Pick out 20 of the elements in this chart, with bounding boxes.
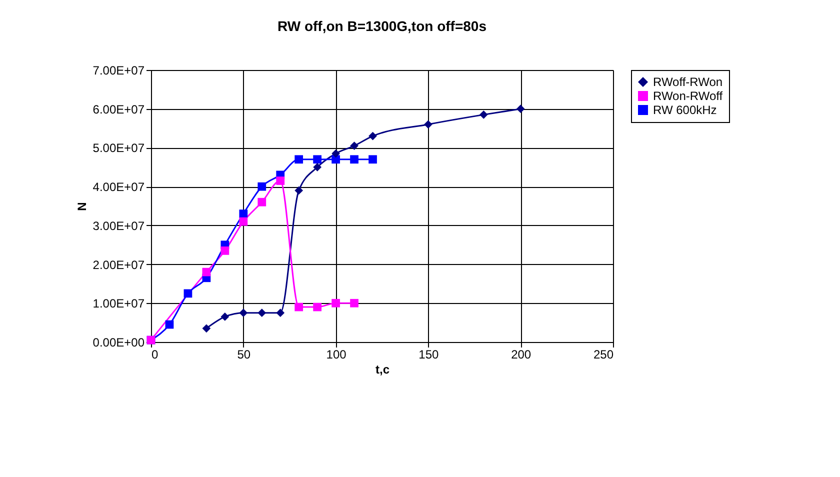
x-tick-label: 50 [237,348,251,362]
x-tick-label: 100 [326,348,347,362]
y-tick-label: 2.00E+07 [92,258,145,272]
y-tick-label: 7.00E+07 [92,64,145,78]
y-tick-label: 0.00E+00 [92,336,145,350]
y-tick-label: 3.00E+07 [92,218,145,233]
x-tick-label: 200 [511,348,532,362]
legend-label: RW 600kHz [653,103,717,117]
x-tick-label: 250 [593,348,614,362]
legend-label: RWoff-RWon [653,75,723,89]
x-tick-label: 150 [418,348,440,362]
y-tick-label: 5.00E+07 [92,141,145,156]
legend-label: RWon-RWoff [653,89,724,103]
y-tick-label: 4.00E+07 [92,180,145,194]
y-tick-label: 1.00E+07 [92,296,145,311]
x-axis-title: t,c [375,362,390,376]
y-axis-title: N [74,202,89,211]
y-tick-label: 6.00E+07 [92,102,145,116]
chart-title: RW off,on B=1300G,ton off=80s [278,18,487,34]
x-tick-label: 0 [152,348,158,362]
